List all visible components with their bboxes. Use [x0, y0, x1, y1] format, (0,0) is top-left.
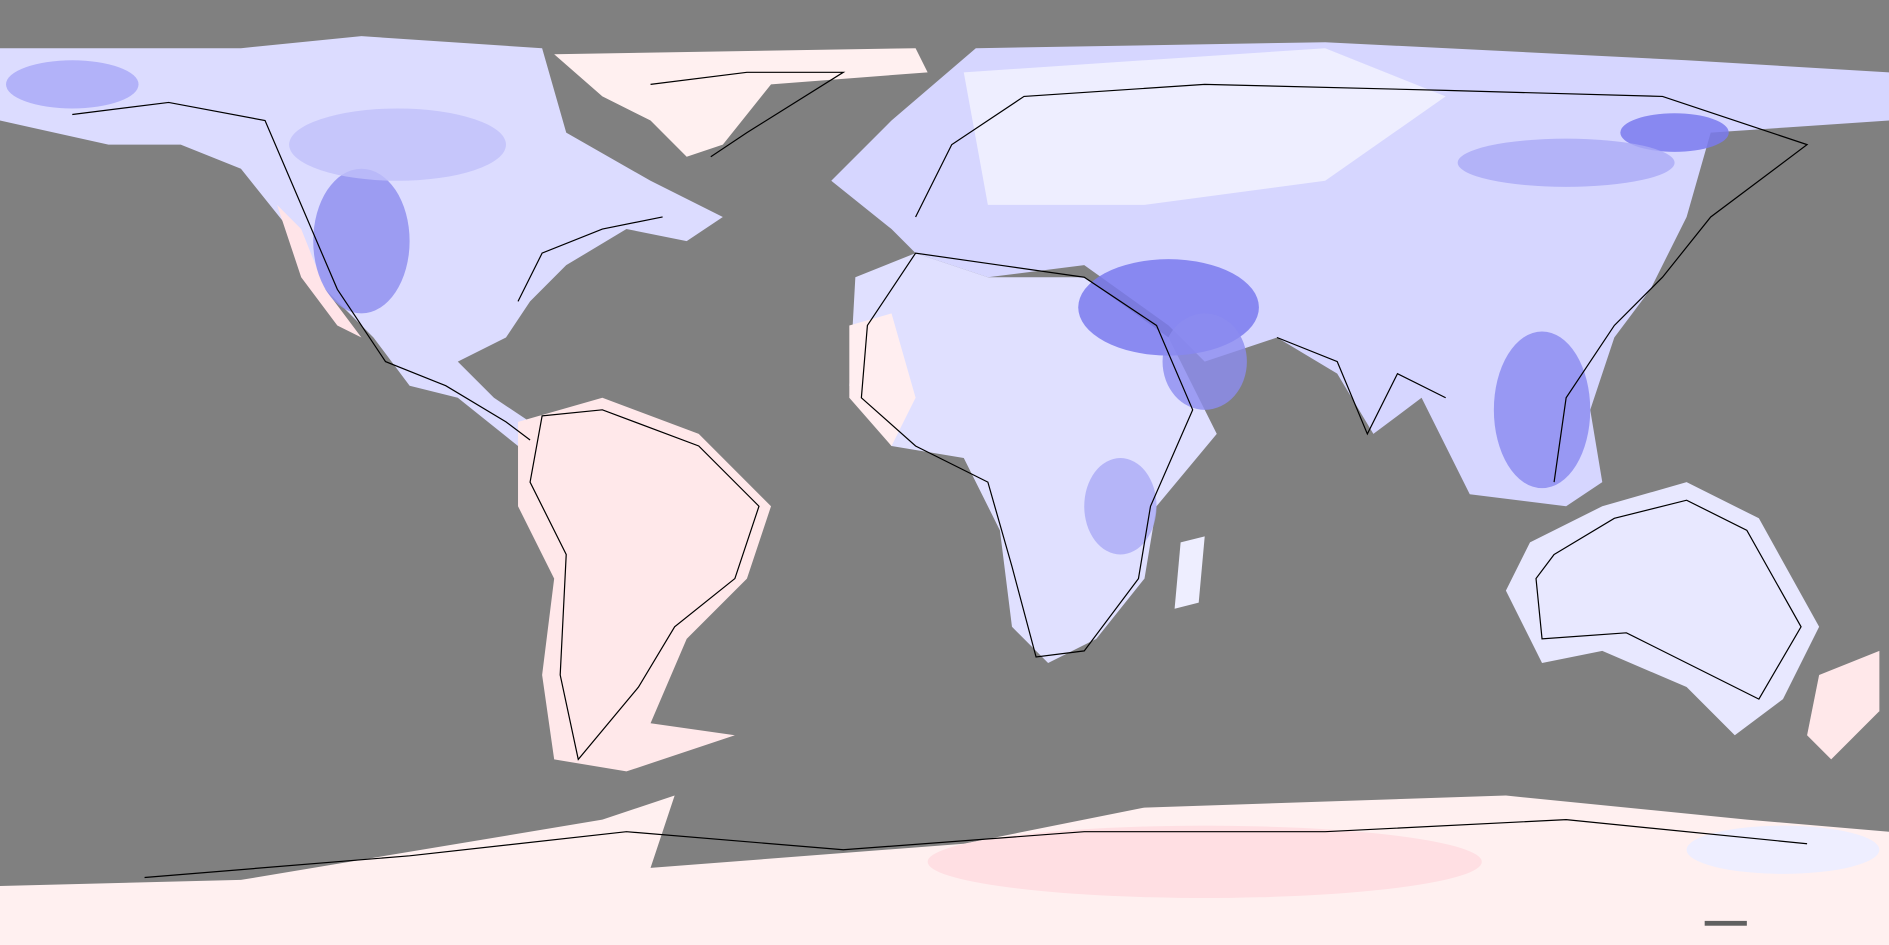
cold-anomaly-se-asia	[1493, 331, 1591, 489]
coastline	[517, 216, 663, 302]
scale-mark	[1704, 920, 1747, 926]
coastline	[1276, 336, 1446, 436]
new-zealand	[1807, 650, 1880, 760]
cold-anomaly-canada	[289, 108, 506, 181]
alaska-coast-pink	[277, 204, 362, 338]
antarctica-cool-area	[1686, 825, 1880, 874]
madagascar	[1174, 536, 1205, 609]
cold-anomaly-east-africa	[1084, 458, 1157, 555]
coastlines	[72, 71, 1809, 879]
antarctica-warm-area	[927, 825, 1482, 898]
coastline	[529, 409, 760, 761]
cold-anomaly-rockies	[313, 168, 410, 314]
australia	[1505, 482, 1820, 736]
cold-anomaly-arabia	[1162, 313, 1247, 410]
coastline	[915, 83, 1809, 483]
coastline	[72, 101, 531, 441]
greenland	[554, 48, 928, 157]
africa	[849, 253, 1217, 663]
coastline	[860, 252, 1194, 658]
cold-anomaly-alaska	[6, 60, 139, 109]
south-america	[518, 397, 772, 772]
coastline	[144, 819, 1808, 879]
coastline	[650, 71, 846, 158]
coastline	[1535, 499, 1802, 700]
cold-anomaly-central-asia	[1457, 138, 1675, 187]
cold-anomaly-siberia	[1620, 113, 1729, 152]
